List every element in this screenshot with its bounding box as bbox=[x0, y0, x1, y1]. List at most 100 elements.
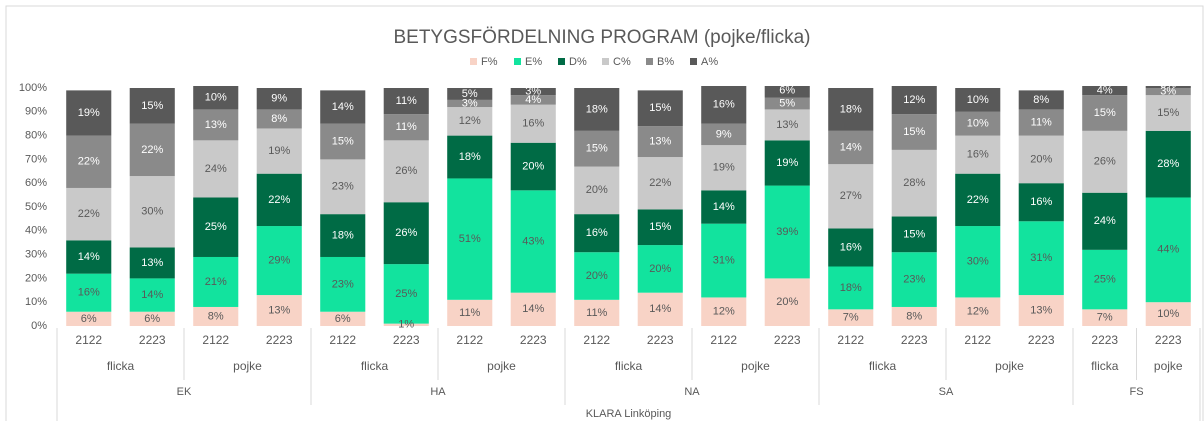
bar-segment bbox=[1145, 197, 1191, 303]
bar-segment bbox=[1145, 302, 1191, 326]
subgroup-label: flicka bbox=[107, 359, 135, 373]
legend-swatch bbox=[646, 58, 653, 65]
data-label: 16% bbox=[967, 149, 989, 161]
bar-segment bbox=[320, 90, 366, 124]
data-label: 1% bbox=[398, 319, 414, 331]
bar-segment bbox=[701, 145, 747, 191]
group-label: HA bbox=[430, 386, 446, 398]
legend-swatch bbox=[602, 58, 609, 65]
y-tick-label: 90% bbox=[25, 106, 47, 118]
bar-segment bbox=[1082, 95, 1128, 131]
data-label: 16% bbox=[1030, 196, 1052, 208]
bar-segment bbox=[1018, 221, 1064, 296]
bar-segment bbox=[955, 88, 1001, 112]
data-label: 4% bbox=[525, 94, 541, 106]
bar-segment bbox=[320, 123, 366, 160]
bar-segment bbox=[256, 226, 302, 296]
y-tick-label: 0% bbox=[31, 320, 47, 332]
data-label: 20% bbox=[776, 296, 798, 308]
data-label: 31% bbox=[713, 254, 735, 266]
bar-segment bbox=[1145, 95, 1191, 131]
bar-segment bbox=[1082, 192, 1128, 250]
data-label: 23% bbox=[903, 273, 925, 285]
root-label: KLARA Linköping bbox=[586, 408, 672, 420]
data-label: 12% bbox=[903, 94, 925, 106]
bar-segment bbox=[447, 88, 493, 100]
data-label: 39% bbox=[776, 226, 798, 238]
data-label: 15% bbox=[903, 126, 925, 138]
y-tick-label: 70% bbox=[25, 153, 47, 165]
group-label: EK bbox=[177, 386, 192, 398]
bar-segment bbox=[320, 214, 366, 257]
data-label: 20% bbox=[586, 270, 608, 282]
data-label: 4% bbox=[1097, 84, 1113, 96]
bar-segment bbox=[701, 223, 747, 298]
bar-segment bbox=[1145, 86, 1191, 88]
bar-segment bbox=[637, 157, 683, 210]
data-label: 13% bbox=[141, 257, 163, 269]
data-label: 11% bbox=[1031, 116, 1052, 128]
data-label: 19% bbox=[713, 162, 735, 174]
bar-segment bbox=[193, 256, 239, 307]
bar-segment bbox=[574, 88, 620, 131]
bar-segment bbox=[828, 164, 874, 229]
subgroup-label: flicka bbox=[615, 359, 643, 373]
data-label: 25% bbox=[205, 221, 227, 233]
bar-segment bbox=[701, 297, 747, 326]
y-tick-label: 20% bbox=[25, 272, 47, 284]
data-label: 23% bbox=[332, 181, 354, 193]
legend-label: B% bbox=[657, 56, 674, 68]
bar-segment bbox=[66, 187, 112, 241]
bar-segment bbox=[320, 256, 366, 312]
data-label: 13% bbox=[268, 304, 290, 316]
x-tick-label: 2223 bbox=[901, 333, 928, 347]
x-tick-label: 2223 bbox=[774, 333, 801, 347]
chart-border bbox=[5, 5, 1204, 421]
bar-segment bbox=[193, 140, 239, 198]
bar-segment bbox=[764, 109, 810, 141]
bar-segment bbox=[764, 278, 810, 326]
data-label: 6% bbox=[779, 84, 795, 96]
data-label: 18% bbox=[586, 103, 608, 115]
bar-segment bbox=[129, 123, 175, 177]
bar-segment bbox=[637, 209, 683, 246]
data-label: 18% bbox=[459, 151, 481, 163]
data-label: 16% bbox=[713, 99, 735, 111]
x-tick-label: 2223 bbox=[266, 333, 293, 347]
bar-segment bbox=[383, 323, 429, 326]
bar-segment bbox=[1145, 130, 1191, 198]
bar-segment bbox=[891, 306, 937, 326]
bar-segment bbox=[955, 226, 1001, 298]
data-label: 8% bbox=[906, 310, 922, 322]
subgroup-label: pojke bbox=[233, 359, 262, 373]
chart-title: BETYGSFÖRDELNING PROGRAM (pojke/flicka) bbox=[393, 27, 810, 48]
bar-segment bbox=[574, 299, 620, 326]
bar-segment bbox=[447, 135, 493, 179]
bar-segment bbox=[891, 86, 937, 115]
bar-segment bbox=[510, 88, 556, 96]
bar-segment bbox=[574, 252, 620, 300]
bar-segment bbox=[828, 130, 874, 165]
data-label: 8% bbox=[1033, 94, 1049, 106]
bar-segment bbox=[129, 176, 175, 248]
bar-segment bbox=[256, 88, 302, 110]
bar-segment bbox=[320, 311, 366, 326]
bar-segment bbox=[129, 311, 175, 326]
data-label: 11% bbox=[396, 121, 417, 133]
bar-segment bbox=[828, 88, 874, 131]
bar-segment bbox=[256, 173, 302, 227]
bar-segment bbox=[764, 97, 810, 110]
bar-segment bbox=[574, 166, 620, 215]
subgroup-label: flicka bbox=[1091, 359, 1119, 373]
bar-segment bbox=[383, 264, 429, 324]
data-label: 19% bbox=[78, 107, 100, 119]
subgroup-label: pojke bbox=[487, 359, 516, 373]
data-label: 22% bbox=[649, 177, 671, 189]
data-label: 19% bbox=[268, 145, 290, 157]
data-label: 24% bbox=[1094, 215, 1116, 227]
legend-label: C% bbox=[613, 56, 631, 68]
subgroup-label: pojke bbox=[741, 359, 770, 373]
bar-segment bbox=[66, 311, 112, 326]
x-tick-label: 2223 bbox=[1091, 333, 1118, 347]
x-tick-label: 2223 bbox=[647, 333, 674, 347]
